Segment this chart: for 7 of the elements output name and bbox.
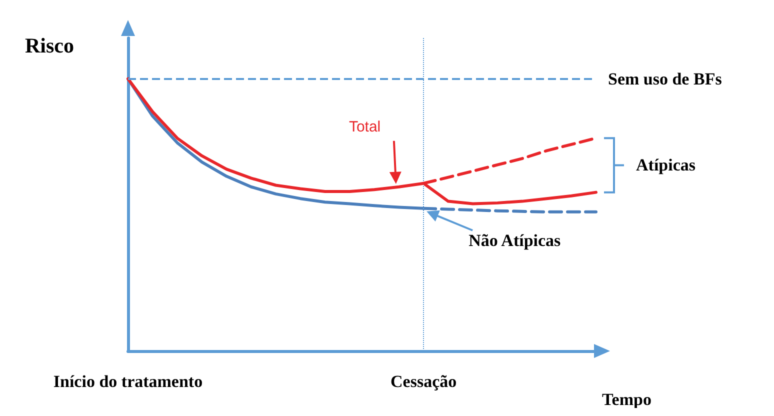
annotation: Não Atípicas bbox=[468, 230, 562, 250]
x-tick-label: Cessação bbox=[390, 372, 457, 391]
chart-title: Risco bbox=[25, 34, 74, 58]
text: Total bbox=[348, 118, 381, 136]
ref-line-label: Sem uso de BFs bbox=[608, 69, 722, 88]
x-tick-label: Início do tratamento bbox=[53, 372, 203, 391]
text: Atípicas bbox=[636, 156, 696, 175]
